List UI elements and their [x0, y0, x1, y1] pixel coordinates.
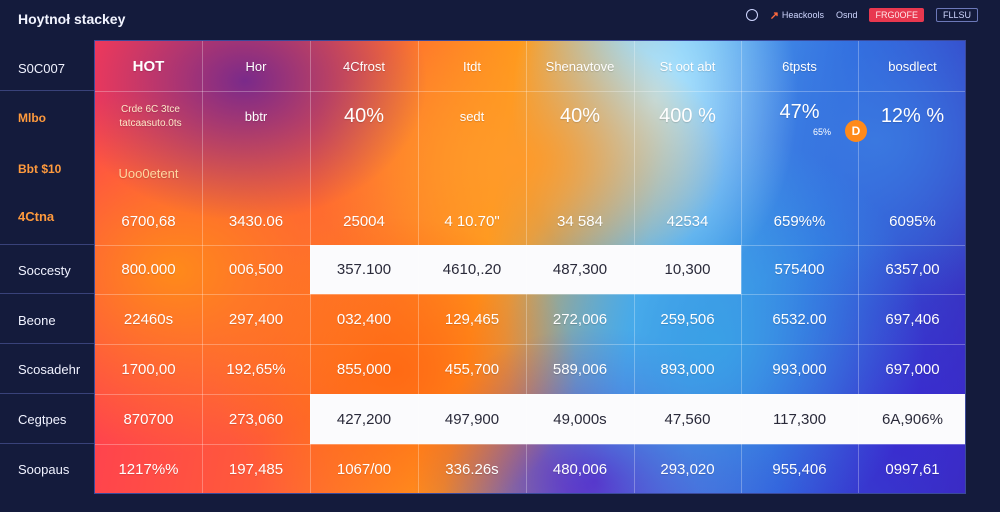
- table-cell[interactable]: 357.100: [310, 245, 418, 294]
- table-cell[interactable]: 129,465: [444, 310, 500, 328]
- mid-link-label: Osnd: [835, 10, 858, 20]
- table-cell[interactable]: 6A,906%: [858, 394, 965, 444]
- row-label: 4Ctna: [18, 208, 55, 224]
- row-label: S0C007: [18, 60, 65, 76]
- table-cell[interactable]: 22460s: [123, 310, 174, 328]
- table-cell[interactable]: 6095%: [889, 212, 936, 230]
- table-cell[interactable]: 6700,68: [121, 212, 176, 230]
- toolbar-right: ↗ Heackools Osnd FRG0OFE FLLSU: [745, 8, 978, 22]
- table-cell[interactable]: 455,700: [444, 360, 500, 378]
- table-cell[interactable]: 1700,00: [121, 360, 176, 378]
- table-cell[interactable]: 575400: [774, 261, 825, 278]
- column-header[interactable]: Hor: [245, 58, 267, 74]
- table-cell[interactable]: 800.000: [121, 261, 176, 278]
- filter-pill[interactable]: FLLSU: [935, 8, 978, 22]
- table-cell[interactable]: 1217%%: [118, 460, 179, 478]
- table-cell[interactable]: 40%: [559, 104, 601, 127]
- table-cell[interactable]: 4 10.70": [444, 212, 500, 230]
- table-cell[interactable]: 955,406: [772, 460, 827, 478]
- table-cell[interactable]: 400 %: [659, 104, 716, 127]
- table-cell[interactable]: 993,000: [772, 360, 827, 378]
- table-cell[interactable]: 197,485: [228, 460, 284, 478]
- table-cell[interactable]: 6357,00: [885, 261, 940, 278]
- table-cell[interactable]: 855,000: [336, 360, 392, 378]
- table-cell[interactable]: 273,060: [228, 410, 284, 428]
- table-cell[interactable]: 42534: [666, 212, 709, 230]
- row-label: Soopaus: [18, 461, 70, 477]
- table-cell[interactable]: 336.26s: [445, 460, 499, 478]
- table-cell[interactable]: 032,400: [336, 310, 392, 328]
- status-circle-icon[interactable]: [745, 9, 758, 21]
- heat-link[interactable]: ↗ Heackools: [770, 9, 824, 22]
- column-header[interactable]: HOT: [132, 57, 165, 75]
- table-cell[interactable]: 1067/00: [336, 460, 392, 478]
- column-header[interactable]: 6tpsts: [782, 58, 817, 74]
- table-cell[interactable]: 870700: [123, 410, 174, 428]
- coin-icon[interactable]: D: [845, 120, 867, 142]
- cell-sub-value: 65%: [813, 127, 832, 137]
- arrow-icon: ↗: [769, 9, 779, 22]
- table-cell[interactable]: 4610,.20: [418, 245, 526, 294]
- table-cell[interactable]: 589,006: [552, 360, 608, 378]
- table-cell[interactable]: 192,65%: [226, 360, 286, 378]
- row-label: Cegtpes: [18, 411, 67, 427]
- table-cell[interactable]: 49,000s: [526, 394, 634, 444]
- table-cell[interactable]: 659%%: [773, 212, 826, 230]
- row-label: Soccesty: [18, 262, 71, 278]
- table-cell[interactable]: Crde 6C 3tce tatcaasuto.0ts: [119, 104, 182, 129]
- app-title: Hoytnoł stackey: [18, 11, 126, 27]
- table-cell[interactable]: 487,300: [526, 245, 634, 294]
- column-header[interactable]: 4Cfrost: [343, 58, 385, 74]
- table-cell[interactable]: 3430.06: [228, 212, 284, 230]
- table-cell[interactable]: 0997,61: [885, 460, 940, 478]
- table-cell[interactable]: 297,400: [228, 310, 284, 328]
- mid-link[interactable]: Osnd: [836, 10, 858, 20]
- table-cell[interactable]: 117,300: [741, 394, 858, 444]
- table-cell[interactable]: 697,406: [885, 310, 940, 328]
- table-cell[interactable]: 40%: [343, 104, 385, 127]
- table-cell[interactable]: 47%: [779, 100, 820, 123]
- table-cell[interactable]: 10,300: [634, 245, 741, 294]
- table-cell[interactable]: sedt: [459, 108, 485, 124]
- table-cell[interactable]: 480,006: [552, 460, 608, 478]
- table-cell[interactable]: 427,200: [310, 394, 418, 444]
- table-cell[interactable]: 259,506: [660, 310, 715, 328]
- table-cell[interactable]: 12% %: [880, 104, 945, 127]
- table-cell[interactable]: 6532.00: [772, 310, 827, 328]
- table-cell[interactable]: Uoo0etent: [118, 165, 179, 181]
- table-cell[interactable]: 697,000: [885, 360, 940, 378]
- status-badge[interactable]: FRG0OFE: [869, 8, 924, 22]
- table-cell[interactable]: 293,020: [660, 460, 715, 478]
- table-cell[interactable]: 25004: [343, 212, 385, 230]
- heatmap-grid: 357.100 4610,.20 487,300 10,300 427,200 …: [94, 40, 966, 494]
- table-cell[interactable]: 34 584: [557, 212, 603, 230]
- table-cell[interactable]: 497,900: [418, 394, 526, 444]
- column-header[interactable]: St oot abt: [659, 58, 716, 74]
- row-label: Beone: [18, 312, 56, 328]
- column-header[interactable]: Shenavtove: [545, 58, 615, 74]
- table-cell[interactable]: bbtr: [244, 108, 268, 124]
- top-bar: Hoytnoł stackey ↗ Heackools Osnd FRG0OFE…: [0, 0, 1000, 38]
- table-cell[interactable]: 47,560: [634, 394, 741, 444]
- table-cell[interactable]: 272,006: [552, 310, 608, 328]
- heat-link-label: Heackools: [781, 10, 824, 20]
- row-label: Bbt $10: [18, 162, 62, 176]
- table-cell[interactable]: 006,500: [228, 261, 284, 278]
- column-header[interactable]: Itdt: [462, 58, 482, 74]
- row-label: Mlbo: [18, 111, 46, 125]
- row-label: Scosadehr: [18, 361, 81, 377]
- column-header[interactable]: bosdlect: [888, 58, 937, 74]
- table-cell[interactable]: 893,000: [660, 360, 715, 378]
